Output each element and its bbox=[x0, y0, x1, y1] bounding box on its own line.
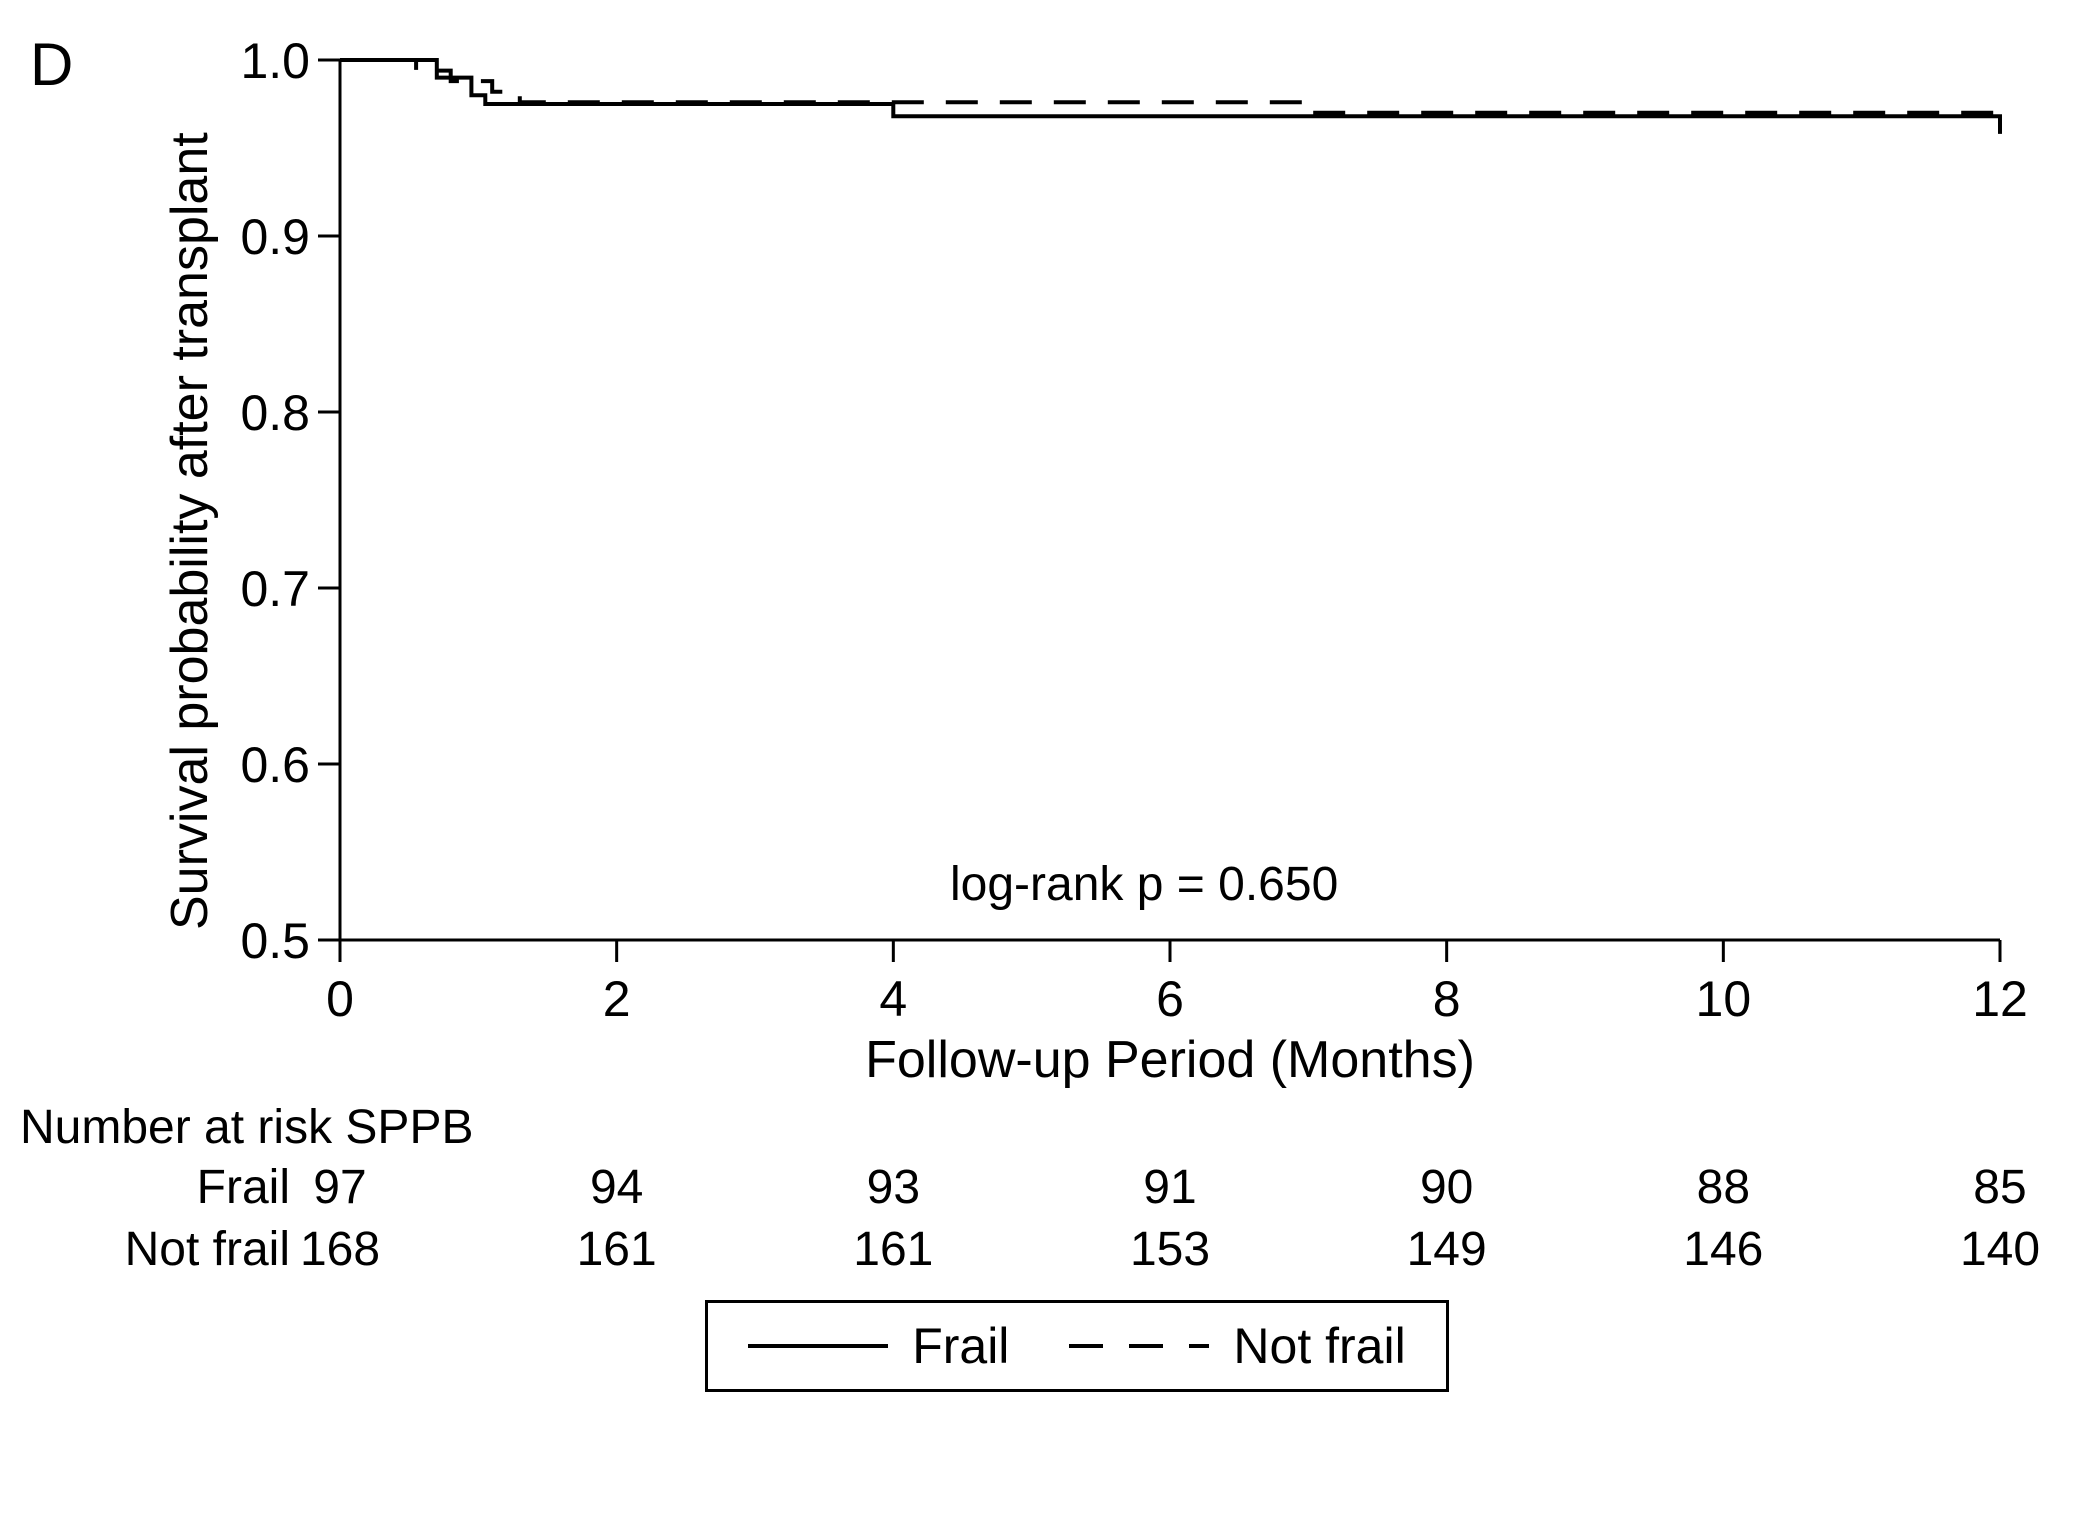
legend: Frail Not frail bbox=[705, 1300, 1448, 1392]
risk-cell: 85 bbox=[1950, 1160, 2050, 1215]
x-tick-label: 6 bbox=[1130, 970, 1210, 1028]
y-tick-label: 0.7 bbox=[220, 560, 310, 618]
risk-row-label: Not frail bbox=[0, 1222, 314, 1277]
risk-cell: 146 bbox=[1673, 1222, 1773, 1277]
legend-label: Frail bbox=[912, 1317, 1009, 1375]
legend-label: Not frail bbox=[1233, 1317, 1405, 1375]
y-tick-label: 0.8 bbox=[220, 384, 310, 442]
x-tick-label: 4 bbox=[853, 970, 933, 1028]
y-tick-label: 0.5 bbox=[220, 912, 310, 970]
risk-table-header: Number at risk SPPB bbox=[20, 1100, 473, 1155]
y-tick-label: 1.0 bbox=[220, 32, 310, 90]
x-tick-label: 2 bbox=[577, 970, 657, 1028]
risk-cell: 93 bbox=[843, 1160, 943, 1215]
y-axis-title: Survival probability after transplant bbox=[160, 132, 220, 930]
x-tick-label: 8 bbox=[1407, 970, 1487, 1028]
risk-cell: 161 bbox=[843, 1222, 943, 1277]
risk-cell: 149 bbox=[1397, 1222, 1497, 1277]
risk-cell: 90 bbox=[1397, 1160, 1497, 1215]
risk-cell: 161 bbox=[567, 1222, 667, 1277]
risk-cell: 97 bbox=[290, 1160, 390, 1215]
risk-row-label: Frail bbox=[0, 1160, 314, 1215]
risk-cell: 153 bbox=[1120, 1222, 1220, 1277]
legend-swatch bbox=[1069, 1344, 1209, 1348]
legend-item-frail: Frail bbox=[748, 1317, 1009, 1375]
x-axis-title: Follow-up Period (Months) bbox=[340, 1030, 2000, 1090]
plot-svg bbox=[340, 60, 2000, 940]
legend-swatch bbox=[748, 1344, 888, 1348]
x-tick-label: 12 bbox=[1960, 970, 2040, 1028]
logrank-annotation: log-rank p = 0.650 bbox=[950, 857, 1338, 912]
y-tick-label: 0.9 bbox=[220, 208, 310, 266]
risk-cell: 168 bbox=[290, 1222, 390, 1277]
km-line-frail bbox=[340, 60, 2000, 134]
chart-wrapper: { "panel_label": "D", "chart": { "type":… bbox=[0, 0, 2100, 1516]
risk-cell: 94 bbox=[567, 1160, 667, 1215]
y-tick-label: 0.6 bbox=[220, 736, 310, 794]
risk-cell: 88 bbox=[1673, 1160, 1773, 1215]
plot-area bbox=[340, 60, 2000, 940]
panel-label: D bbox=[30, 30, 73, 99]
x-tick-label: 0 bbox=[300, 970, 380, 1028]
x-tick-label: 10 bbox=[1683, 970, 1763, 1028]
risk-cell: 140 bbox=[1950, 1222, 2050, 1277]
legend-item-not-frail: Not frail bbox=[1069, 1317, 1405, 1375]
risk-cell: 91 bbox=[1120, 1160, 1220, 1215]
